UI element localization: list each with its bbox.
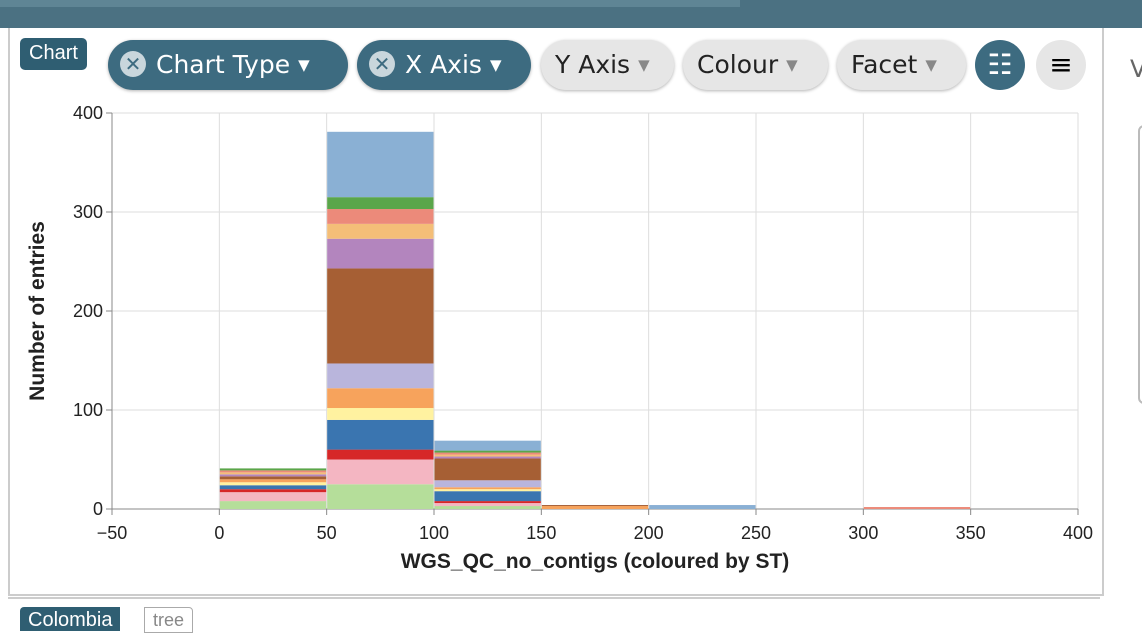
bar-segment — [219, 492, 327, 502]
button-label: X Axis — [405, 50, 482, 79]
bar-segment — [219, 489, 327, 493]
bar-segment — [327, 209, 434, 224]
bar-segment — [327, 388, 434, 409]
bar-segment — [327, 449, 434, 460]
bar-segment — [219, 470, 327, 473]
chart: WGS_QC_no_contigs (coloured by ST) Numbe… — [26, 103, 1093, 573]
top-tab — [0, 0, 740, 7]
bar-segment — [327, 238, 434, 269]
button-label: Chart Type — [156, 50, 291, 79]
bar-segment — [219, 501, 327, 509]
bar-segment — [434, 489, 541, 492]
bar-segment — [327, 197, 434, 210]
bottom-title: Colombia — [20, 607, 121, 631]
button-label: Facet — [851, 50, 918, 79]
bar-segment — [434, 487, 541, 490]
bottom-tag: tree — [144, 607, 194, 633]
bar-segment — [434, 501, 541, 504]
x-tick-label: 250 — [741, 523, 771, 543]
y-tick-label: 200 — [73, 301, 103, 321]
bar-segment — [219, 474, 327, 477]
bar-segment — [219, 468, 327, 471]
bar-segment — [219, 479, 327, 483]
bar-segment — [327, 459, 434, 485]
bar-segment — [434, 506, 541, 509]
bar-segment — [219, 482, 327, 486]
bar-segment — [327, 363, 434, 389]
y-tick-label: 300 — [73, 202, 103, 222]
bar-segment — [327, 419, 434, 450]
bar-segment — [219, 476, 327, 480]
bar-segment — [327, 484, 434, 509]
x-tick-label: 400 — [1063, 523, 1093, 543]
bar-segment — [219, 485, 327, 490]
bar-segment — [434, 452, 541, 455]
bar-segment — [327, 223, 434, 239]
bar-segment — [863, 507, 971, 509]
y-axis-label: Number of entries — [26, 221, 49, 401]
panel-badge: Chart — [20, 38, 87, 70]
settings-button[interactable]: ☷ — [975, 40, 1025, 90]
bar-segment — [434, 450, 541, 453]
facet-button[interactable]: Facet ▼ — [837, 40, 966, 90]
side-label: V — [1130, 55, 1142, 83]
side-box — [1138, 125, 1142, 404]
bar-segment — [434, 440, 541, 451]
bar-segment — [434, 456, 541, 459]
x-tick-label: 50 — [317, 523, 337, 543]
x-tick-label: 200 — [634, 523, 664, 543]
bar-segment — [541, 505, 649, 507]
bar-segment — [327, 131, 434, 198]
bar-segment — [434, 491, 541, 502]
x-axis-label: WGS_QC_no_contigs (coloured by ST) — [401, 550, 790, 573]
bar-segment — [219, 472, 327, 475]
bar-segment — [434, 458, 541, 481]
chart-type-button[interactable]: ✕ Chart Type ▼ — [108, 40, 348, 90]
bar-segment — [327, 268, 434, 364]
colour-button[interactable]: Colour ▼ — [683, 40, 828, 90]
x-axis-button[interactable]: ✕ X Axis ▼ — [357, 40, 531, 90]
bar-segment — [327, 408, 434, 420]
button-label: Y Axis — [555, 50, 631, 79]
x-tick-label: 0 — [214, 523, 224, 543]
y-tick-label: 100 — [73, 400, 103, 420]
menu-button[interactable]: ≡ — [1036, 40, 1086, 90]
y-tick-label: 0 — [93, 499, 103, 519]
x-tick-label: 350 — [956, 523, 986, 543]
x-tick-label: 100 — [419, 523, 449, 543]
bar-segment — [434, 480, 541, 488]
bar-segment — [434, 503, 541, 507]
y-tick-label: 400 — [73, 103, 103, 123]
x-tick-label: −50 — [97, 523, 128, 543]
bar-segment — [649, 505, 756, 509]
button-label: Colour — [697, 50, 779, 79]
y-axis-button[interactable]: Y Axis ▼ — [541, 40, 674, 90]
bottom-panel — [8, 597, 1100, 629]
x-tick-label: 300 — [848, 523, 878, 543]
chart-panel — [8, 28, 1104, 596]
bar-segment — [541, 506, 649, 509]
x-tick-label: 150 — [526, 523, 556, 543]
bar-segment — [434, 454, 541, 457]
